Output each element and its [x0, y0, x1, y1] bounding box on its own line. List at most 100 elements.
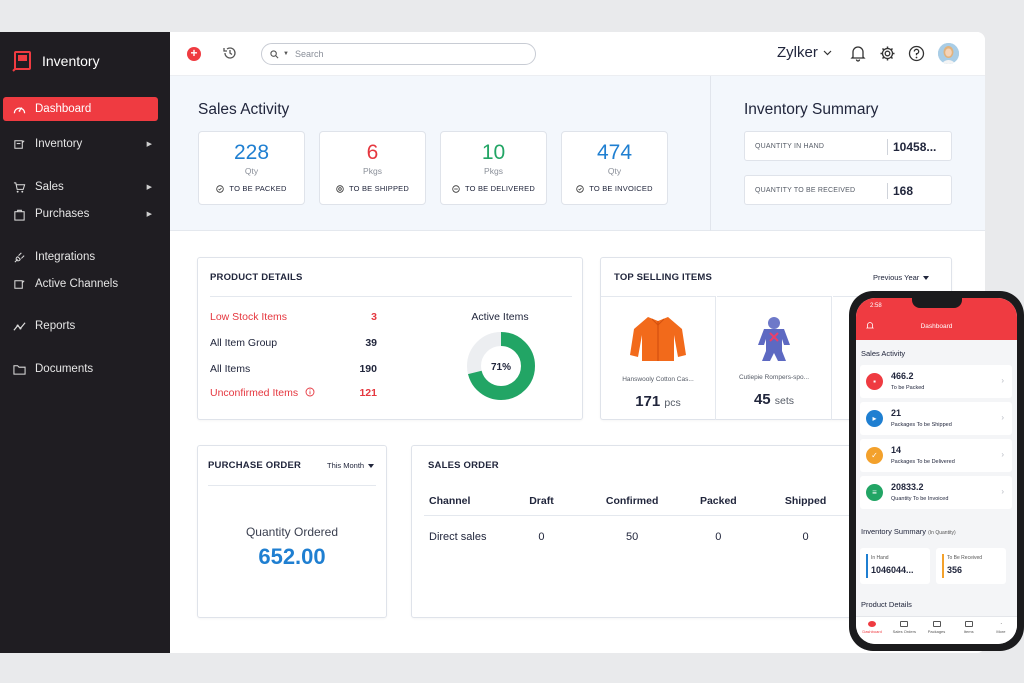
- chevron-right-icon: ›: [1001, 413, 1004, 422]
- chevron-down-icon: ▼: [283, 51, 289, 57]
- sales-activity-section: Sales Activity 228 Qty TO BE PACKED 6 Pk…: [170, 76, 985, 231]
- help-icon[interactable]: [908, 45, 925, 62]
- items-icon: [964, 621, 973, 627]
- sidebar-item-documents[interactable]: Documents: [3, 357, 158, 381]
- quantity-ordered-value: 652.00: [258, 544, 326, 569]
- all-item-group-row[interactable]: All Item Group 39: [210, 337, 377, 349]
- shipped-icon: [336, 184, 344, 193]
- search-input[interactable]: ▼ Search: [261, 43, 536, 65]
- activity-card-to-be-shipped[interactable]: 6 Pkgs TO BE SHIPPED: [319, 131, 426, 205]
- sidebar-item-purchases[interactable]: Purchases ▶: [3, 202, 158, 226]
- mobile-activity-value: 21: [891, 408, 902, 418]
- row-label: Low Stock Items: [210, 311, 288, 323]
- history-icon[interactable]: [222, 45, 238, 61]
- sidebar-item-integrations[interactable]: Integrations: [3, 245, 158, 269]
- activity-unit: Qty: [607, 166, 622, 176]
- phone-notch: [912, 298, 962, 308]
- quick-create-button[interactable]: +: [187, 47, 201, 61]
- mobile-tab-packages[interactable]: Packages: [920, 617, 952, 644]
- top-selling-title: TOP SELLING ITEMS: [614, 272, 713, 283]
- mobile-tab-dashboard[interactable]: Dashboard: [856, 617, 888, 644]
- item-qty-value: 45: [753, 391, 771, 408]
- sweater-image: [630, 317, 686, 361]
- top-bar: + ▼ Search Zylker: [170, 32, 985, 76]
- sidebar-item-dashboard[interactable]: Dashboard: [3, 97, 158, 121]
- low-stock-items-row[interactable]: Low Stock Items 3: [210, 311, 377, 323]
- mobile-tab-more[interactable]: ··· More: [985, 617, 1017, 644]
- activity-label-text: TO BE INVOICED: [589, 184, 653, 193]
- sidebar-item-label: Active Channels: [35, 278, 119, 290]
- activity-unit: Pkgs: [484, 166, 503, 176]
- mobile-activity-card[interactable]: ▸ 21 Packages To be Shipped ›: [860, 402, 1012, 435]
- donut-percent-label: 71%: [491, 362, 511, 373]
- row-value: 3: [371, 311, 377, 323]
- gear-icon[interactable]: [879, 45, 896, 62]
- column-header: Confirmed: [605, 494, 659, 507]
- activity-unit: Qty: [244, 166, 259, 176]
- more-icon: ···: [1000, 621, 1002, 626]
- period-dropdown[interactable]: This Month: [327, 461, 375, 470]
- delivered-icon: [452, 184, 460, 193]
- table-cell: 0: [538, 531, 545, 543]
- accent-bar: [866, 554, 868, 578]
- activity-label: TO BE DELIVERED: [441, 184, 546, 193]
- unconfirmed-items-row[interactable]: Unconfirmed Items 121: [210, 387, 377, 399]
- bell-icon[interactable]: [850, 45, 866, 62]
- tab-label: Items: [963, 629, 974, 634]
- sidebar-item-inventory[interactable]: Inventory ▶: [3, 132, 158, 156]
- activity-value: 6: [366, 141, 379, 164]
- table-row[interactable]: Direct sales 0 50 0 0: [424, 516, 864, 558]
- chevron-right-icon: ▶: [146, 141, 152, 148]
- check-circle-icon: [576, 184, 584, 193]
- activity-label-text: TO BE PACKED: [229, 184, 287, 193]
- inventory-logo-icon: [12, 51, 31, 72]
- mobile-inventory-subtitle: (In Quantity): [928, 530, 956, 536]
- activity-card-to-be-invoiced[interactable]: 474 Qty TO BE INVOICED: [561, 131, 668, 205]
- activity-card-to-be-delivered[interactable]: 10 Pkgs TO BE DELIVERED: [440, 131, 547, 205]
- org-switcher[interactable]: Zylker: [777, 44, 832, 61]
- activity-unit: Pkgs: [363, 166, 382, 176]
- activity-card-to-be-packed[interactable]: 228 Qty TO BE PACKED: [198, 131, 305, 205]
- bell-icon[interactable]: [866, 321, 874, 330]
- sidebar-item-active-channels[interactable]: Active Channels: [3, 272, 158, 296]
- inventory-summary-value: 10458...: [893, 140, 937, 154]
- mobile-activity-card[interactable]: ≡ 20833.2 Quantity To be Invoiced ›: [860, 476, 1012, 509]
- avatar[interactable]: [938, 43, 959, 64]
- chevron-right-icon: ▶: [146, 211, 152, 218]
- package-icon: ▪: [866, 373, 883, 390]
- info-icon[interactable]: [305, 387, 315, 397]
- mobile-tab-items[interactable]: Items: [953, 617, 985, 644]
- all-items-row[interactable]: All Items 190: [210, 363, 377, 375]
- chevron-right-icon: ›: [1001, 487, 1004, 496]
- table-cell: 50: [626, 531, 639, 543]
- column-header: Channel: [429, 494, 471, 507]
- period-selected: Previous Year: [873, 273, 920, 282]
- top-selling-item[interactable]: Cutiepie Rompers-spo... 45 sets: [717, 296, 832, 420]
- inventory-summary-label: QUANTITY TO BE RECEIVED: [755, 187, 856, 194]
- sidebar-item-label: Sales: [35, 181, 64, 193]
- quantity-to-be-received-row: QUANTITY TO BE RECEIVED 168: [744, 175, 952, 205]
- table-header: Channel Draft Confirmed Packed Shipped: [424, 486, 864, 516]
- mobile-activity-card[interactable]: ✓ 14 Packages To be Delivered ›: [860, 439, 1012, 472]
- item-qty-unit: pcs: [664, 397, 681, 409]
- check-icon: ✓: [866, 447, 883, 464]
- quantity-ordered-label: Quantity Ordered: [245, 525, 339, 539]
- mobile-activity-card[interactable]: ▪ 466.2 To be Packed ›: [860, 365, 1012, 398]
- tab-label: More: [996, 629, 1006, 634]
- inventory-summary-label: QUANTITY IN HAND: [755, 143, 825, 150]
- activity-value: 10: [481, 141, 506, 164]
- app-name: Inventory: [42, 53, 100, 69]
- sidebar-item-sales[interactable]: Sales ▶: [3, 175, 158, 199]
- top-selling-item[interactable]: Hanswooly Cotton Cas... 171 pcs: [601, 296, 716, 420]
- product-details-panel: PRODUCT DETAILS Low Stock Items 3 All It…: [197, 257, 583, 420]
- activity-value: 474: [596, 141, 633, 164]
- period-dropdown[interactable]: Previous Year: [873, 273, 930, 282]
- inventory-icon: [11, 136, 27, 152]
- activity-label: TO BE SHIPPED: [320, 184, 425, 193]
- brand[interactable]: Inventory: [12, 50, 100, 72]
- org-name: Zylker: [777, 44, 818, 61]
- sidebar-item-label: Dashboard: [35, 103, 92, 115]
- bag-icon: [11, 206, 27, 222]
- mobile-tab-sales-orders[interactable]: Sales Orders: [888, 617, 920, 644]
- sidebar-item-reports[interactable]: Reports: [3, 314, 158, 338]
